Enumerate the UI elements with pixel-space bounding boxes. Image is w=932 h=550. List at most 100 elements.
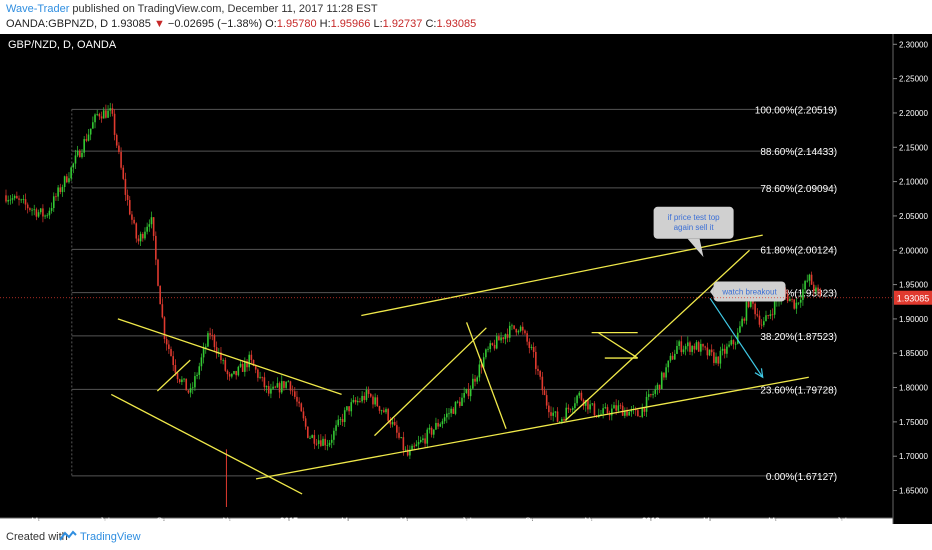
- bull-candle: [317, 440, 320, 444]
- bear-candle: [535, 351, 537, 369]
- y-tick-label: 1.70000: [899, 452, 928, 461]
- bull-candle: [191, 387, 194, 389]
- bear-candle: [539, 371, 541, 377]
- trendline-rising-support[interactable]: [564, 249, 750, 421]
- trendline-upper-channel[interactable]: [361, 234, 763, 317]
- bull-candle: [795, 302, 798, 309]
- bear-candle: [300, 403, 303, 412]
- bear-candle: [170, 349, 172, 357]
- fib-level-label: 23.60%(1.79728): [760, 385, 837, 396]
- bull-candle: [804, 281, 806, 290]
- chart-canvas[interactable]: 100.00%(2.20519) 88.60%(2.14433) 78.60%(2.…: [0, 34, 932, 524]
- bear-candle: [85, 139, 88, 141]
- bull-candle: [730, 340, 733, 345]
- publish-line: Wave-Trader published on TradingView.com…: [6, 2, 378, 16]
- y-tick-label: 1.65000: [899, 487, 928, 496]
- chart-title: GBP/NZD, D, OANDA: [8, 39, 117, 51]
- author-link[interactable]: Wave-Trader: [6, 3, 70, 15]
- y-axis[interactable]: 2.30000 2.25000 2.20000 2.15000 2.10000 2.050…: [892, 34, 928, 524]
- x-tick-label: May: [768, 517, 783, 524]
- trendline-rise-1[interactable]: [374, 327, 487, 437]
- bull-candle: [57, 187, 59, 197]
- trendline-channel-bottom[interactable]: [110, 393, 303, 495]
- bull-candle: [37, 212, 40, 217]
- y-tick-label: 1.85000: [899, 349, 928, 358]
- bear-candle: [257, 369, 259, 378]
- trendline-small-up-1[interactable]: [156, 359, 191, 392]
- bull-candle: [181, 379, 183, 383]
- bear-candle: [348, 406, 350, 412]
- bear-candle: [307, 426, 309, 438]
- bear-candle: [502, 337, 505, 340]
- bull-candle: [721, 348, 724, 351]
- bear-candle: [122, 167, 125, 179]
- tradingview-brand[interactable]: TradingView: [80, 531, 141, 543]
- bull-candle: [280, 381, 283, 393]
- bull-candle: [495, 336, 498, 349]
- bull-candle: [285, 381, 287, 388]
- bear-candle: [228, 374, 231, 377]
- bear-candle: [128, 200, 131, 215]
- bull-candle: [189, 388, 192, 393]
- bear-candle: [5, 195, 7, 202]
- open-label: O:: [265, 18, 277, 30]
- trendlines[interactable]: [110, 234, 809, 495]
- bull-candle: [248, 354, 250, 368]
- callout-watch-breakout[interactable]: watch breakout: [710, 281, 786, 302]
- low-value: 1.92737: [382, 18, 423, 30]
- bear-candle: [59, 187, 62, 192]
- trendline-drop-1[interactable]: [465, 322, 507, 429]
- y-tick-label: 1.80000: [899, 384, 928, 393]
- bull-candle: [554, 411, 557, 413]
- fib-level-label: 0.00%(1.67127): [766, 472, 837, 483]
- down-arrow-icon: ▼: [153, 18, 165, 30]
- bear-candle: [587, 400, 589, 410]
- bear-candle: [315, 443, 318, 445]
- bear-candle: [226, 370, 229, 375]
- bull-candle: [687, 342, 689, 347]
- bull-candle: [70, 167, 72, 179]
- trendline-channel-top[interactable]: [117, 318, 342, 396]
- bear-candle: [810, 274, 813, 285]
- bear-candle: [98, 114, 101, 117]
- callout-text: if price test top: [668, 213, 721, 222]
- bull-candle: [576, 395, 578, 404]
- bear-candle: [111, 108, 114, 114]
- bear-candle: [498, 336, 500, 341]
- bull-candle: [519, 326, 522, 331]
- chart-header: Wave-Trader published on TradingView.com…: [0, 0, 932, 34]
- bear-candle: [717, 356, 720, 364]
- bull-candle: [432, 429, 435, 435]
- bear-candle: [178, 379, 181, 383]
- bull-candle: [409, 449, 411, 456]
- bull-candle: [415, 444, 418, 447]
- bear-candle: [124, 178, 127, 195]
- bull-candle: [87, 134, 90, 141]
- projection-line[interactable]: [709, 297, 764, 378]
- y-tick-label: 2.00000: [899, 246, 928, 255]
- bear-candle: [283, 381, 285, 388]
- bear-candle: [760, 324, 763, 326]
- x-tick-label: Jul: [461, 517, 471, 524]
- bull-candle: [411, 445, 413, 450]
- trendline-box-diag[interactable]: [597, 332, 639, 359]
- bear-candle: [211, 334, 214, 336]
- bull-candle: [9, 199, 12, 201]
- fibonacci-retracement[interactable]: 100.00%(2.20519) 88.60%(2.14433) 78.60%(2.…: [71, 105, 837, 483]
- bull-candle: [52, 196, 55, 209]
- projection-arrow[interactable]: [709, 297, 764, 379]
- x-axis[interactable]: May Jul Sep Nov 2017 Mar May Jul Sep Nov 2018 Mar Ma…: [0, 517, 893, 524]
- bull-candle: [31, 209, 33, 211]
- bear-candle: [506, 334, 509, 338]
- bull-candle: [654, 389, 657, 394]
- bear-candle: [771, 314, 774, 316]
- bear-candle: [298, 401, 300, 404]
- trendline-long-support[interactable]: [255, 376, 809, 480]
- bear-candle: [513, 325, 515, 329]
- bull-candle: [454, 401, 457, 414]
- bull-candle: [808, 274, 811, 281]
- x-tick-label: May: [400, 517, 415, 524]
- bear-candle: [313, 435, 316, 444]
